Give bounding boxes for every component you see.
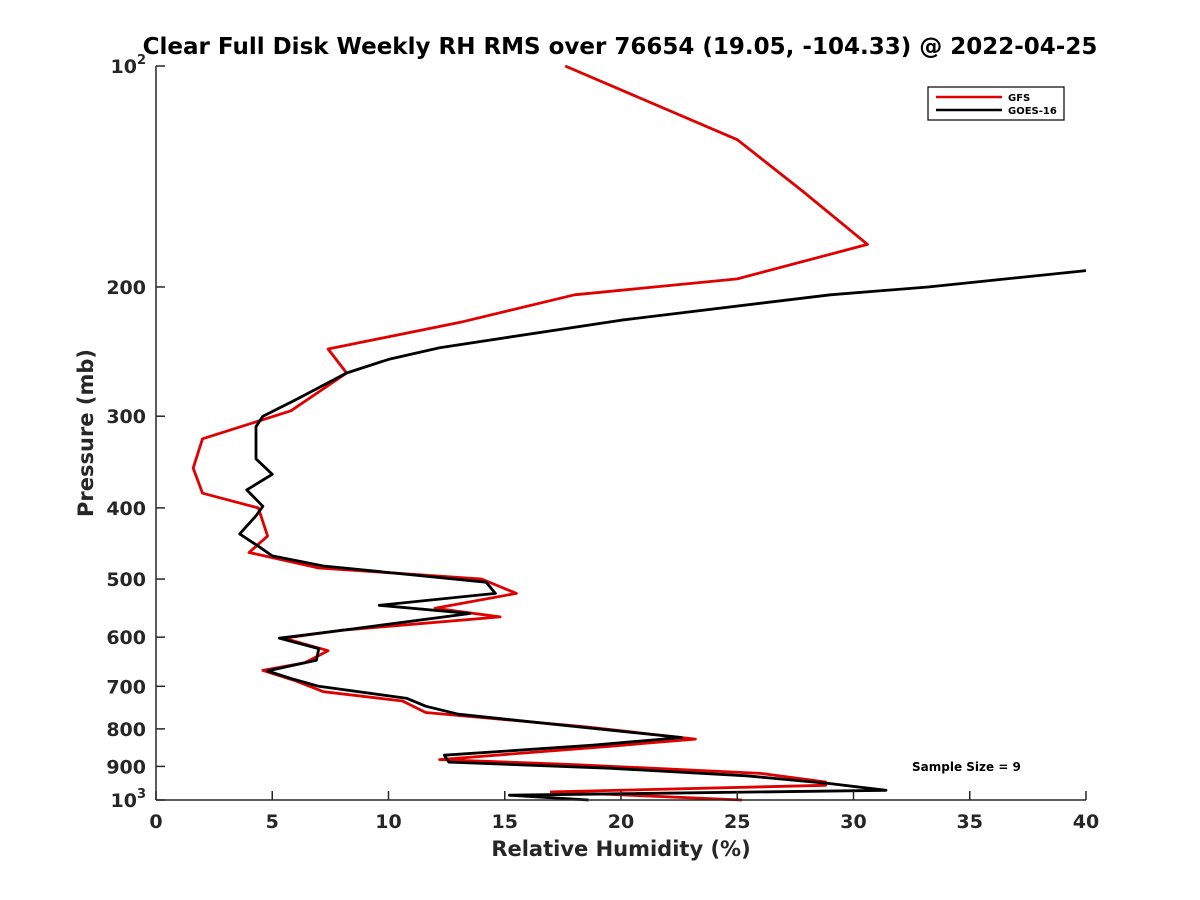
legend-box bbox=[927, 86, 1065, 121]
series-line-goes16 bbox=[238, 269, 1087, 802]
x-tick-label: 20 bbox=[608, 811, 634, 833]
y-tick-label: 900 bbox=[106, 756, 146, 778]
legend-label-gfs: GFS bbox=[1008, 93, 1030, 104]
legend: GFS GOES-16 bbox=[927, 86, 1065, 121]
y-tick-label: 800 bbox=[106, 719, 146, 741]
x-tick-label: 5 bbox=[266, 811, 279, 833]
legend-label-goes16: GOES-16 bbox=[1008, 106, 1057, 117]
x-tick-label: 35 bbox=[957, 811, 983, 833]
y-tick-label: 600 bbox=[106, 627, 146, 649]
series-line-gfs bbox=[191, 64, 869, 802]
axes-layer bbox=[155, 65, 1087, 801]
y-tick-label: 700 bbox=[106, 676, 146, 698]
x-tick-labels: 0 5 10 15 20 25 30 35 40 bbox=[149, 811, 1099, 833]
y-tick-label: 400 bbox=[106, 498, 146, 520]
chart-title: Clear Full Disk Weekly RH RMS over 76654… bbox=[143, 34, 1098, 60]
x-tick-label: 10 bbox=[375, 811, 401, 833]
series-layer bbox=[191, 64, 1087, 802]
y-tick-label: 200 bbox=[106, 277, 146, 299]
sample-size-annotation: Sample Size = 9 bbox=[912, 760, 1021, 774]
y-tick-label: 300 bbox=[106, 406, 146, 428]
y-tick-label: 102 bbox=[111, 53, 147, 78]
x-axis-label: Relative Humidity (%) bbox=[491, 837, 750, 861]
y-tick-label: 500 bbox=[106, 569, 146, 591]
y-tick-label: 103 bbox=[111, 787, 147, 812]
x-tick-label: 25 bbox=[724, 811, 750, 833]
y-tick-labels: 102 200 300 400 500 600 700 800 900 103 bbox=[106, 53, 146, 812]
x-tick-label: 0 bbox=[149, 811, 162, 833]
x-tick-label: 15 bbox=[492, 811, 518, 833]
y-axis-label: Pressure (mb) bbox=[74, 349, 98, 517]
x-tick-label: 30 bbox=[840, 811, 866, 833]
x-tick-label: 40 bbox=[1073, 811, 1099, 833]
